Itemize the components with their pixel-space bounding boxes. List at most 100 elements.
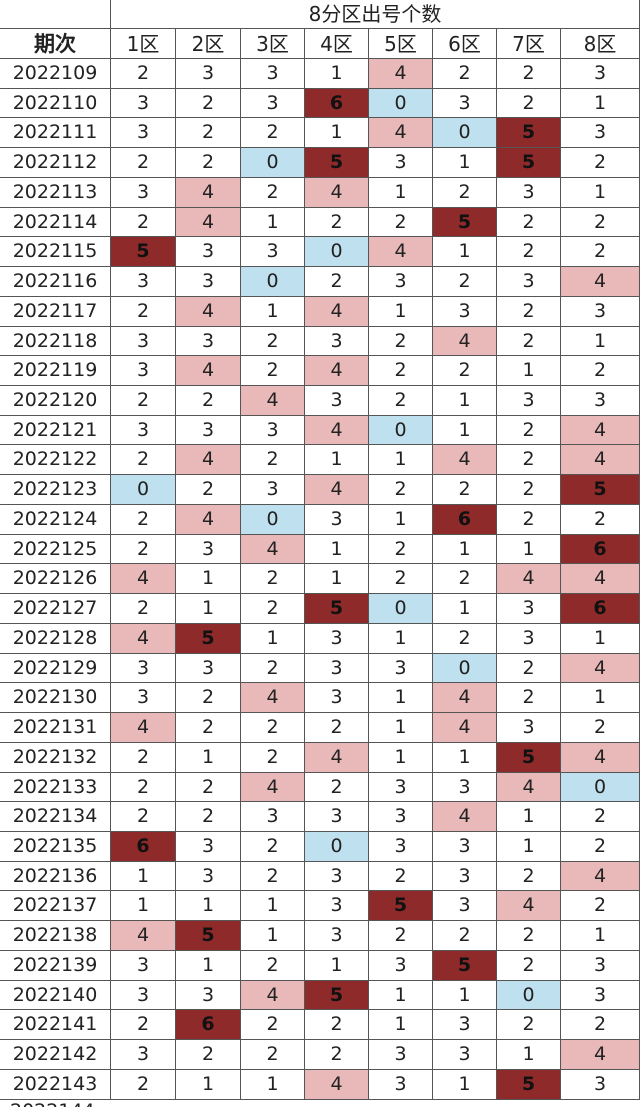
zone-count-cell[interactable]: 1: [111, 891, 176, 921]
zone-count-cell[interactable]: 1: [369, 297, 433, 327]
zone-count-cell[interactable]: 3: [176, 416, 241, 445]
zone-count-cell[interactable]: 1: [497, 1040, 561, 1070]
zone-count-cell[interactable]: 2: [111, 773, 176, 802]
zone-count-cell[interactable]: 2: [305, 1010, 369, 1040]
zone-count-cell[interactable]: 2: [176, 386, 241, 416]
zone-count-cell[interactable]: 3: [241, 475, 305, 505]
zone-count-cell[interactable]: 1: [433, 1070, 497, 1100]
zone-count-cell[interactable]: 4: [561, 1040, 640, 1070]
zone-count-cell[interactable]: 2: [111, 743, 176, 773]
zone-count-cell[interactable]: 2: [369, 564, 433, 594]
period-cell[interactable]: 2022118: [0, 327, 111, 356]
zone-count-cell[interactable]: 6: [433, 505, 497, 535]
zone-count-cell[interactable]: 2: [176, 148, 241, 178]
zone-count-cell[interactable]: 2: [433, 356, 497, 386]
corner-cell[interactable]: [0, 0, 111, 29]
zone-count-cell[interactable]: 2: [111, 386, 176, 416]
zone-count-cell[interactable]: 5: [497, 743, 561, 773]
zone-count-cell[interactable]: 4: [305, 475, 369, 505]
zone-count-cell[interactable]: 6: [111, 832, 176, 862]
zone-count-cell[interactable]: 5: [305, 981, 369, 1010]
zone-count-cell[interactable]: 2: [111, 802, 176, 832]
zone-count-cell[interactable]: 4: [433, 683, 497, 713]
zone-count-cell[interactable]: 3: [241, 59, 305, 89]
zone-count-cell[interactable]: 4: [561, 445, 640, 475]
zone-count-cell[interactable]: 2: [111, 297, 176, 327]
zone-count-cell[interactable]: 1: [369, 713, 433, 743]
zone-count-cell[interactable]: 1: [176, 564, 241, 594]
zone-count-cell[interactable]: 3: [433, 773, 497, 802]
zone-count-cell[interactable]: 2: [369, 208, 433, 237]
period-cell[interactable]: 2022111: [0, 118, 111, 148]
zone-count-cell[interactable]: 3: [369, 832, 433, 862]
zone-count-cell[interactable]: 3: [111, 89, 176, 118]
zone-count-cell[interactable]: 3: [305, 862, 369, 891]
zone-count-cell[interactable]: 2: [561, 802, 640, 832]
zone-count-cell[interactable]: 3: [561, 59, 640, 89]
zone-count-cell[interactable]: 0: [111, 475, 176, 505]
zone-count-cell[interactable]: 4: [561, 862, 640, 891]
period-cell[interactable]: 2022122: [0, 445, 111, 475]
zone-count-cell[interactable]: 3: [369, 1040, 433, 1070]
zone-count-cell[interactable]: 2: [561, 208, 640, 237]
zone-count-cell[interactable]: 4: [176, 356, 241, 386]
zone-count-cell[interactable]: 1: [433, 594, 497, 624]
zone-count-cell[interactable]: 0: [369, 89, 433, 118]
period-cell[interactable]: 2022114: [0, 208, 111, 237]
zone-count-cell[interactable]: 4: [241, 683, 305, 713]
zone-count-cell[interactable]: 1: [369, 1010, 433, 1040]
zone-count-cell[interactable]: 3: [176, 981, 241, 1010]
zone-count-cell[interactable]: 3: [305, 891, 369, 921]
zone-count-cell[interactable]: 5: [561, 475, 640, 505]
zone-count-cell[interactable]: 2: [241, 356, 305, 386]
zone-count-cell[interactable]: 1: [176, 594, 241, 624]
zone-count-cell[interactable]: 1: [241, 297, 305, 327]
zone-count-cell[interactable]: 2: [241, 832, 305, 862]
zone-header-4[interactable]: 4区: [305, 29, 369, 59]
period-cell[interactable]: 2022139: [0, 951, 111, 981]
period-cell[interactable]: 2022143: [0, 1070, 111, 1100]
zone-count-cell[interactable]: 1: [305, 535, 369, 564]
period-cell[interactable]: 2022132: [0, 743, 111, 773]
zone-count-cell[interactable]: 3: [305, 921, 369, 951]
zone-count-cell[interactable]: 2: [241, 564, 305, 594]
zone-count-cell[interactable]: 2: [433, 624, 497, 654]
zone-count-cell[interactable]: 2: [111, 535, 176, 564]
period-cell[interactable]: 2022113: [0, 178, 111, 208]
zone-count-cell[interactable]: 2: [497, 654, 561, 683]
zone-count-cell[interactable]: 4: [561, 416, 640, 445]
zone-count-cell[interactable]: 2: [433, 921, 497, 951]
zone-count-cell[interactable]: 2: [561, 505, 640, 535]
zone-count-cell[interactable]: 3: [561, 951, 640, 981]
zone-count-cell[interactable]: 4: [561, 564, 640, 594]
zone-count-cell[interactable]: 5: [497, 1070, 561, 1100]
zone-count-cell[interactable]: 2: [241, 118, 305, 148]
period-cell[interactable]: 2022135: [0, 832, 111, 862]
zone-count-cell[interactable]: 1: [176, 891, 241, 921]
zone-count-cell[interactable]: 6: [176, 1010, 241, 1040]
zone-count-cell[interactable]: 3: [497, 386, 561, 416]
zone-count-cell[interactable]: 0: [241, 505, 305, 535]
zone-count-cell[interactable]: 3: [111, 1040, 176, 1070]
zone-count-cell[interactable]: 2: [497, 327, 561, 356]
period-cell[interactable]: 2022121: [0, 416, 111, 445]
zone-header-6[interactable]: 6区: [433, 29, 497, 59]
zone-count-cell[interactable]: 1: [433, 981, 497, 1010]
period-cell[interactable]: 2022140: [0, 981, 111, 1010]
zone-count-cell[interactable]: 1: [176, 1070, 241, 1100]
period-cell[interactable]: 2022141: [0, 1010, 111, 1040]
zone-count-cell[interactable]: 0: [241, 267, 305, 297]
zone-count-cell[interactable]: 2: [305, 267, 369, 297]
zone-count-cell[interactable]: 1: [369, 505, 433, 535]
zone-count-cell[interactable]: 2: [369, 356, 433, 386]
zone-count-cell[interactable]: 0: [433, 654, 497, 683]
zone-count-cell[interactable]: 3: [369, 148, 433, 178]
zone-count-cell[interactable]: 2: [369, 862, 433, 891]
zone-count-cell[interactable]: 3: [561, 386, 640, 416]
zone-count-cell[interactable]: 5: [433, 951, 497, 981]
period-header[interactable]: 期次: [0, 29, 111, 59]
zone-count-cell[interactable]: 2: [561, 1010, 640, 1040]
zone-count-cell[interactable]: 3: [241, 89, 305, 118]
zone-count-cell[interactable]: 1: [497, 802, 561, 832]
period-cell[interactable]: 2022134: [0, 802, 111, 832]
